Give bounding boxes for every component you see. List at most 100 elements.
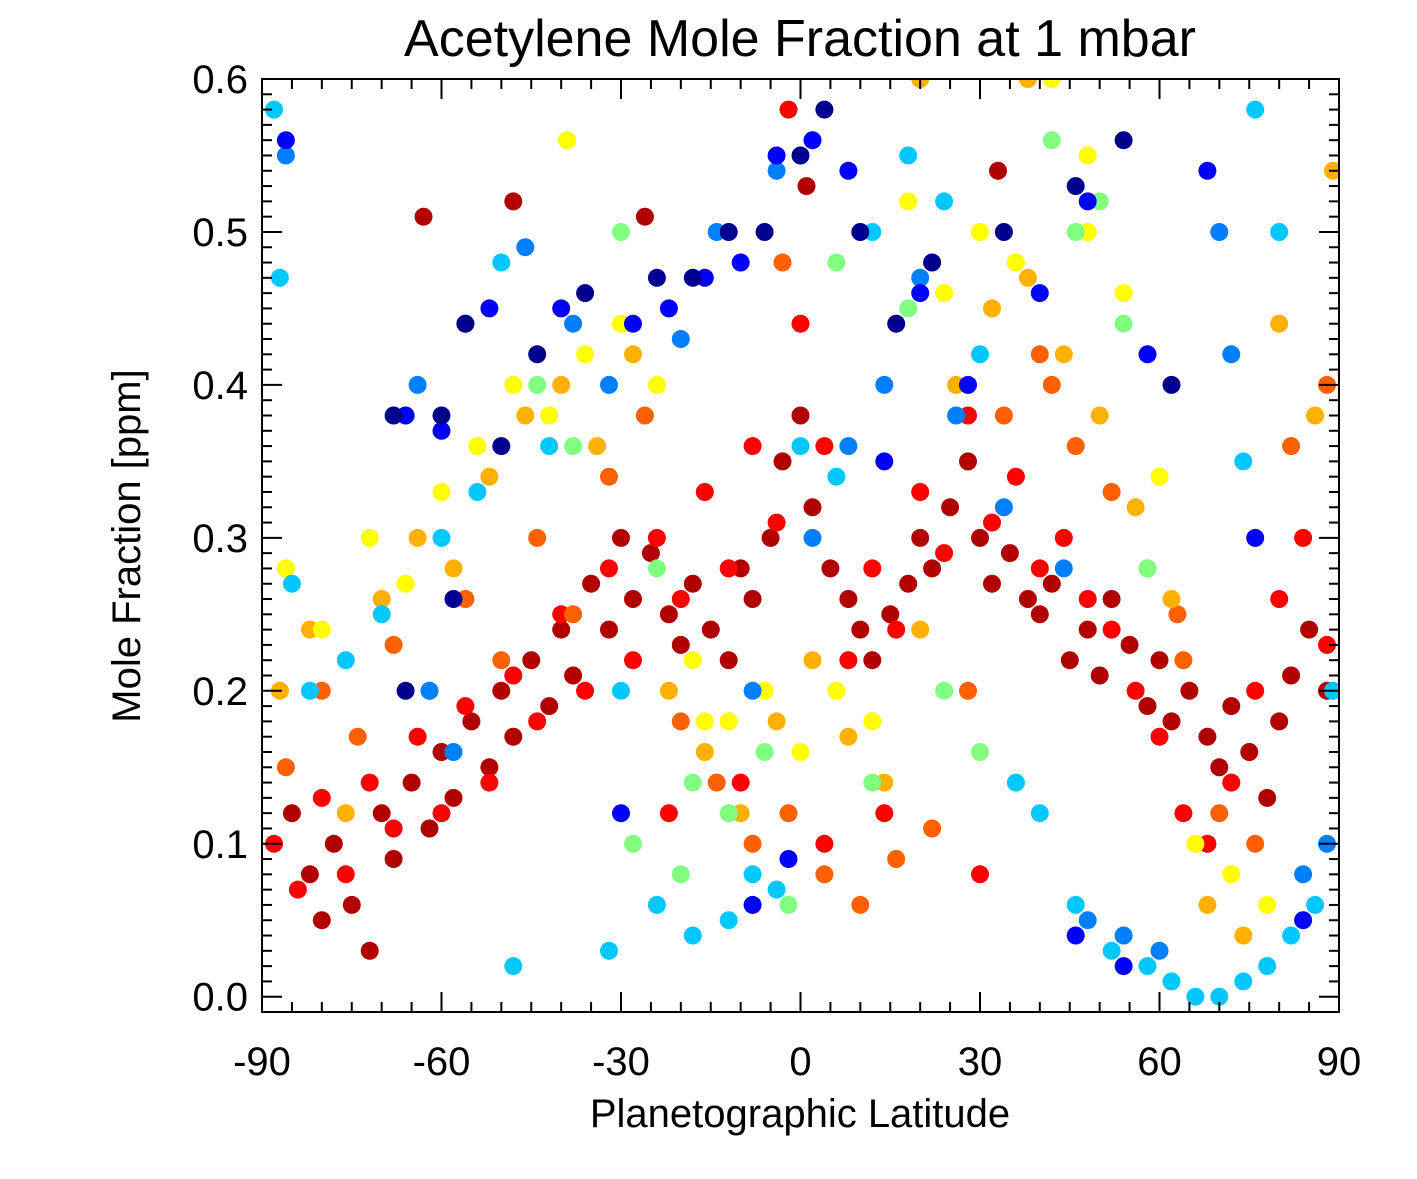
- data-point: [408, 727, 427, 746]
- data-point: [342, 895, 361, 914]
- data-point: [1066, 926, 1085, 945]
- data-point: [1030, 284, 1049, 303]
- data-point: [815, 834, 834, 853]
- data-point: [384, 635, 403, 654]
- data-point: [1042, 79, 1061, 88]
- data-point: [1120, 635, 1139, 654]
- data-point: [480, 299, 499, 318]
- data-point: [1114, 926, 1133, 945]
- data-point: [959, 681, 977, 700]
- data-point: [1030, 804, 1049, 823]
- data-point: [1042, 574, 1061, 593]
- data-point: [1054, 559, 1073, 578]
- data-point: [1270, 314, 1289, 333]
- data-point: [1162, 590, 1181, 608]
- data-point: [552, 620, 571, 639]
- data-point: [779, 804, 798, 823]
- data-point: [624, 345, 642, 364]
- data-point: [360, 528, 379, 547]
- data-point: [372, 804, 391, 823]
- data-point: [803, 528, 822, 547]
- data-point: [863, 712, 882, 731]
- data-point: [1030, 605, 1049, 624]
- data-point: [743, 681, 762, 700]
- data-point: [1210, 758, 1229, 777]
- data-point: [1222, 345, 1241, 364]
- data-point: [1258, 957, 1277, 976]
- data-point: [1210, 223, 1229, 241]
- data-point: [719, 651, 738, 670]
- data-point: [1114, 284, 1133, 303]
- data-point: [552, 299, 571, 318]
- data-point: [761, 528, 780, 547]
- data-point: [1150, 727, 1169, 746]
- data-point: [582, 574, 601, 593]
- data-point: [983, 513, 1001, 532]
- data-point: [863, 651, 882, 670]
- x-tick-label: -90: [233, 1040, 291, 1084]
- data-point: [911, 620, 930, 639]
- data-point: [647, 268, 666, 287]
- data-point: [719, 559, 738, 578]
- data-point: [935, 681, 954, 700]
- data-point: [1246, 100, 1265, 119]
- data-point: [1258, 788, 1277, 807]
- data-point: [1282, 926, 1301, 945]
- data-point: [989, 161, 1007, 180]
- data-point: [659, 299, 678, 318]
- data-point: [983, 574, 1001, 593]
- data-point: [1030, 345, 1049, 364]
- data-point: [480, 758, 499, 777]
- data-point: [1270, 712, 1289, 731]
- data-point: [1090, 666, 1109, 685]
- data-point: [1126, 681, 1145, 700]
- data-point: [1078, 590, 1097, 608]
- data-point: [641, 544, 660, 563]
- data-point: [1066, 223, 1085, 241]
- y-tick-label: 0.5: [192, 211, 248, 255]
- data-point: [276, 146, 295, 165]
- data-point: [360, 773, 379, 792]
- data-point: [1174, 804, 1193, 823]
- data-point: [839, 727, 858, 746]
- data-point: [887, 850, 906, 868]
- data-point: [564, 314, 583, 333]
- data-point: [994, 406, 1013, 425]
- data-point: [1138, 345, 1157, 364]
- data-point: [312, 911, 331, 930]
- data-point: [276, 559, 295, 578]
- data-point: [372, 605, 391, 624]
- data-point: [743, 590, 762, 608]
- data-point: [701, 620, 720, 639]
- y-axis-label: Mole Fraction [ppm]: [105, 369, 149, 722]
- data-point: [983, 299, 1001, 318]
- data-point: [444, 590, 463, 608]
- data-point: [743, 865, 762, 884]
- y-axis: 0.0 0.1 0.2 0.3 0.4 0.5 0.6: [192, 58, 1339, 1020]
- data-point: [1240, 743, 1259, 761]
- data-point: [683, 268, 702, 287]
- data-point: [875, 375, 894, 394]
- data-point: [827, 467, 846, 486]
- data-point: [935, 544, 954, 563]
- data-point: [671, 590, 690, 608]
- data-point: [1198, 895, 1217, 914]
- data-point: [1078, 146, 1097, 165]
- data-point: [276, 131, 295, 150]
- data-point: [1150, 651, 1169, 670]
- data-point: [612, 804, 630, 823]
- data-point: [935, 284, 954, 303]
- data-point: [265, 100, 283, 119]
- data-point: [1234, 972, 1253, 991]
- y-tick-label: 0.0: [192, 976, 248, 1020]
- data-point: [695, 743, 714, 761]
- y-tick-label: 0.1: [192, 823, 248, 867]
- data-point: [432, 421, 451, 440]
- data-point: [444, 743, 463, 761]
- x-tick-label: 30: [958, 1040, 1003, 1084]
- data-point: [1294, 528, 1313, 547]
- x-tick-label: 60: [1137, 1040, 1182, 1084]
- data-point: [827, 681, 846, 700]
- data-point: [1246, 681, 1265, 700]
- data-point: [1306, 895, 1325, 914]
